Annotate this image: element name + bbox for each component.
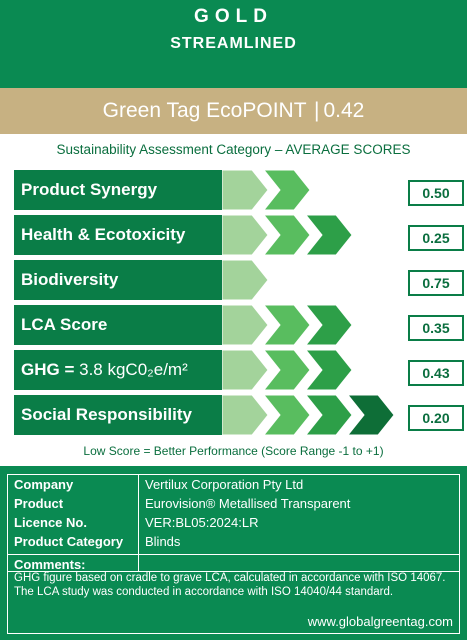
chevron-segment <box>347 350 395 390</box>
score-value: 0.20 <box>408 405 464 431</box>
category-label: Product Synergy <box>14 170 230 210</box>
details-row-licence: Licence No. VER:BL05:2024:LR <box>14 515 259 530</box>
comments-box: Comments: GHG figure based on cradle to … <box>7 554 460 634</box>
chevron-segment <box>305 350 353 390</box>
tier-title: GOLD <box>194 6 273 27</box>
category-label: Social Responsibility <box>14 395 230 435</box>
score-chevrons <box>222 170 395 210</box>
tier-subtitle: STREAMLINED <box>170 35 297 52</box>
score-value: 0.25 <box>408 225 464 251</box>
chevron-segment <box>347 260 395 300</box>
score-chevrons <box>222 395 395 435</box>
category-label: GHG = 3.8 kgC0₂e/m² <box>14 350 230 390</box>
chevron-segment <box>222 170 269 210</box>
score-chevrons <box>222 305 395 345</box>
details-row-product: Product Eurovision® Metallised Transpare… <box>14 496 351 511</box>
score-value: 0.35 <box>408 315 464 341</box>
chevron-segment <box>222 395 269 435</box>
category-row: Social Responsibility 0.20 <box>14 395 464 435</box>
chevron-segment <box>347 305 395 345</box>
chevron-segment <box>222 260 269 300</box>
website-link[interactable]: www.globalgreentag.com <box>307 614 453 629</box>
chevron-segment <box>347 170 395 210</box>
info-panel: Company Vertilux Corporation Pty Ltd Pro… <box>0 466 467 640</box>
chevron-segment <box>263 395 311 435</box>
chevron-segment <box>305 170 353 210</box>
category-row: GHG = 3.8 kgC0₂e/m² 0.43 <box>14 350 464 390</box>
score-value: 0.50 <box>408 180 464 206</box>
chevron-segment <box>347 395 395 435</box>
category-label: Biodiversity <box>14 260 230 300</box>
chevron-segment <box>222 305 269 345</box>
chevron-segment <box>347 215 395 255</box>
ecopoint-bar: Green Tag EcoPOINT | 0.42 <box>0 88 467 134</box>
chevron-segment <box>305 215 353 255</box>
chevron-segment <box>263 170 311 210</box>
comments-heading: Comments: <box>14 557 86 572</box>
category-row: LCA Score 0.35 <box>14 305 464 345</box>
ecopoint-label: Green Tag EcoPOINT <box>102 99 307 122</box>
category-row: Health & Ecotoxicity 0.25 <box>14 215 464 255</box>
score-value: 0.75 <box>408 270 464 296</box>
chevron-segment <box>305 260 353 300</box>
category-label: LCA Score <box>14 305 230 345</box>
chevron-segment <box>305 395 353 435</box>
category-label: Health & Ecotoxicity <box>14 215 230 255</box>
chevron-segment <box>263 260 311 300</box>
chevron-segment <box>222 350 269 390</box>
column-divider <box>138 475 139 572</box>
details-row-category: Product Category Blinds <box>14 534 181 549</box>
category-row: Product Synergy 0.50 <box>14 170 464 210</box>
score-value: 0.43 <box>408 360 464 386</box>
chevron-segment <box>263 350 311 390</box>
chevron-segment <box>305 305 353 345</box>
score-chevrons <box>222 350 395 390</box>
header-band: GOLD STREAMLINED <box>0 0 467 88</box>
assessment-subtitle: Sustainability Assessment Category – AVE… <box>56 142 411 157</box>
ecopoint-separator: | <box>314 99 320 122</box>
details-row-company: Company Vertilux Corporation Pty Ltd <box>14 477 304 492</box>
comments-text: GHG figure based on cradle to grave LCA,… <box>14 572 446 598</box>
chevron-segment <box>263 305 311 345</box>
category-row: Biodiversity 0.75 <box>14 260 464 300</box>
score-chevrons <box>222 215 395 255</box>
chevron-segment <box>222 215 269 255</box>
chevron-segment <box>263 215 311 255</box>
score-chevrons <box>222 260 395 300</box>
ecopoint-value: 0.42 <box>323 99 365 122</box>
score-footnote: Low Score = Better Performance (Score Ra… <box>83 444 384 458</box>
details-table: Company Vertilux Corporation Pty Ltd Pro… <box>7 474 460 572</box>
